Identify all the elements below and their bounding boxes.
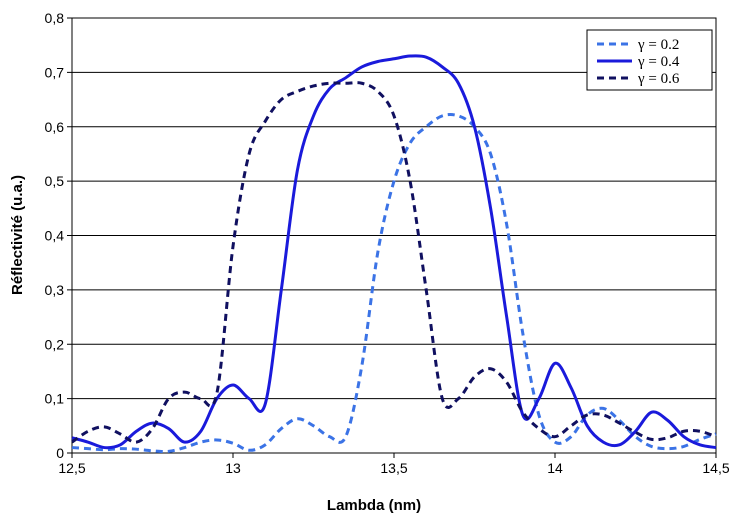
x-tick-label: 12,5 bbox=[58, 460, 85, 476]
y-tick-label: 0,1 bbox=[45, 391, 65, 407]
y-tick-label: 0,5 bbox=[45, 173, 65, 189]
y-tick-label: 0 bbox=[56, 445, 64, 461]
legend-label-2: γ = 0.4 bbox=[637, 54, 680, 70]
x-tick-label: 14,5 bbox=[702, 460, 729, 476]
y-tick-label: 0,8 bbox=[45, 10, 65, 26]
x-tick-label: 13 bbox=[225, 460, 241, 476]
x-axis-tick-labels: 12,5 13 13,5 14 14,5 bbox=[58, 460, 729, 476]
x-axis-title: Lambda (nm) bbox=[327, 497, 421, 514]
plot-area-frame bbox=[71, 17, 717, 454]
y-axis-title: Réflectivité (u.a.) bbox=[9, 175, 26, 295]
y-tick-label: 0,4 bbox=[45, 228, 65, 244]
series-line-3 bbox=[71, 81, 717, 444]
x-tick-label: 14 bbox=[547, 460, 563, 476]
series-lines bbox=[71, 54, 717, 454]
series-line-2 bbox=[71, 54, 717, 450]
legend: γ = 0.2γ = 0.4γ = 0.6 bbox=[586, 29, 713, 91]
y-tick-label: 0,7 bbox=[45, 64, 65, 80]
y-tick-label: 0,2 bbox=[45, 336, 65, 352]
y-tick-label: 0,3 bbox=[45, 282, 65, 298]
y-tick-label: 0,6 bbox=[45, 119, 65, 135]
x-tick-label: 13,5 bbox=[380, 460, 407, 476]
legend-label-3: γ = 0.6 bbox=[637, 71, 680, 87]
series-line-1 bbox=[71, 113, 717, 454]
legend-label-1: γ = 0.2 bbox=[637, 37, 679, 53]
y-axis-tick-labels: 0 0,1 0,2 0,3 0,4 0,5 0,6 0,7 0,8 bbox=[45, 10, 65, 461]
